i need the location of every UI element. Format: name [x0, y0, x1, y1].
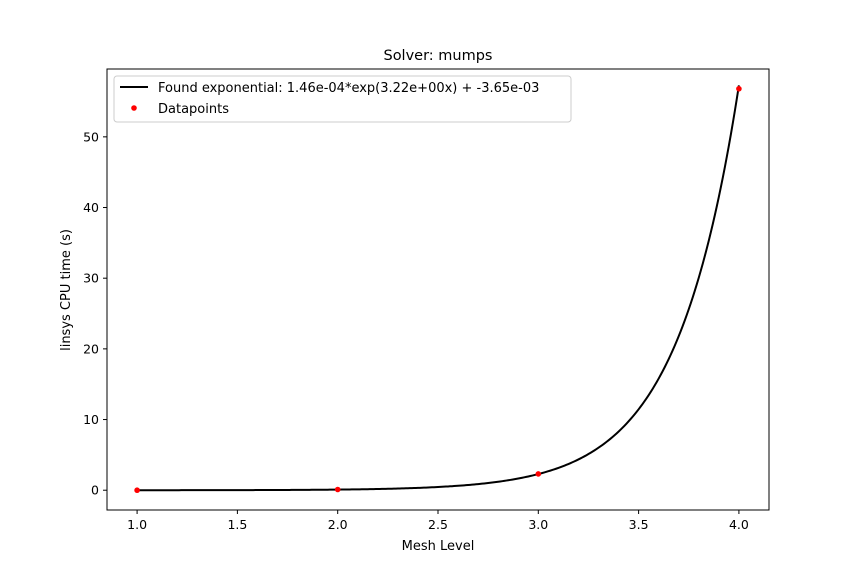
- y-axis-label: linsys CPU time (s): [59, 229, 74, 351]
- x-tick-label: 2.5: [428, 517, 448, 532]
- x-tick-label: 1.0: [127, 517, 147, 532]
- y-tick-label: 0: [91, 483, 99, 498]
- datapoint-marker: [535, 471, 542, 477]
- axes-frame: [106, 68, 770, 511]
- datapoint-marker: [134, 487, 140, 494]
- plot-area: [134, 85, 742, 494]
- x-tick-label: 1.5: [227, 517, 247, 532]
- legend-box: [113, 75, 572, 123]
- y-axis: 0 10 20 30 40 50: [83, 129, 107, 498]
- x-axis: 1.0 1.5 2.0 2.5 3.0 3.5 4.0: [127, 510, 749, 532]
- legend-datapoints-label: Datapoints: [158, 102, 229, 117]
- datapoint-marker: [736, 85, 742, 92]
- datapoint-marker: [334, 486, 341, 493]
- y-tick-label: 20: [83, 341, 99, 356]
- x-tick-label: 3.0: [528, 517, 548, 532]
- y-tick-label: 30: [83, 271, 99, 286]
- legend-fit-label: Found exponential: 1.46e-04*exp(3.22e+00…: [158, 81, 539, 96]
- x-tick-label: 3.5: [629, 517, 649, 532]
- fit-curve-line: [137, 85, 740, 492]
- x-axis-label: Mesh Level: [402, 539, 475, 554]
- legend: Found exponential: 1.46e-04*exp(3.22e+00…: [113, 75, 572, 123]
- chart-title: Solver: mumps: [383, 48, 492, 64]
- y-tick-label: 50: [83, 129, 99, 144]
- x-tick-label: 2.0: [328, 517, 348, 532]
- y-tick-label: 40: [83, 200, 99, 215]
- x-tick-label: 4.0: [729, 517, 749, 532]
- y-tick-label: 10: [83, 412, 99, 427]
- legend-datapoints-marker: [131, 105, 137, 111]
